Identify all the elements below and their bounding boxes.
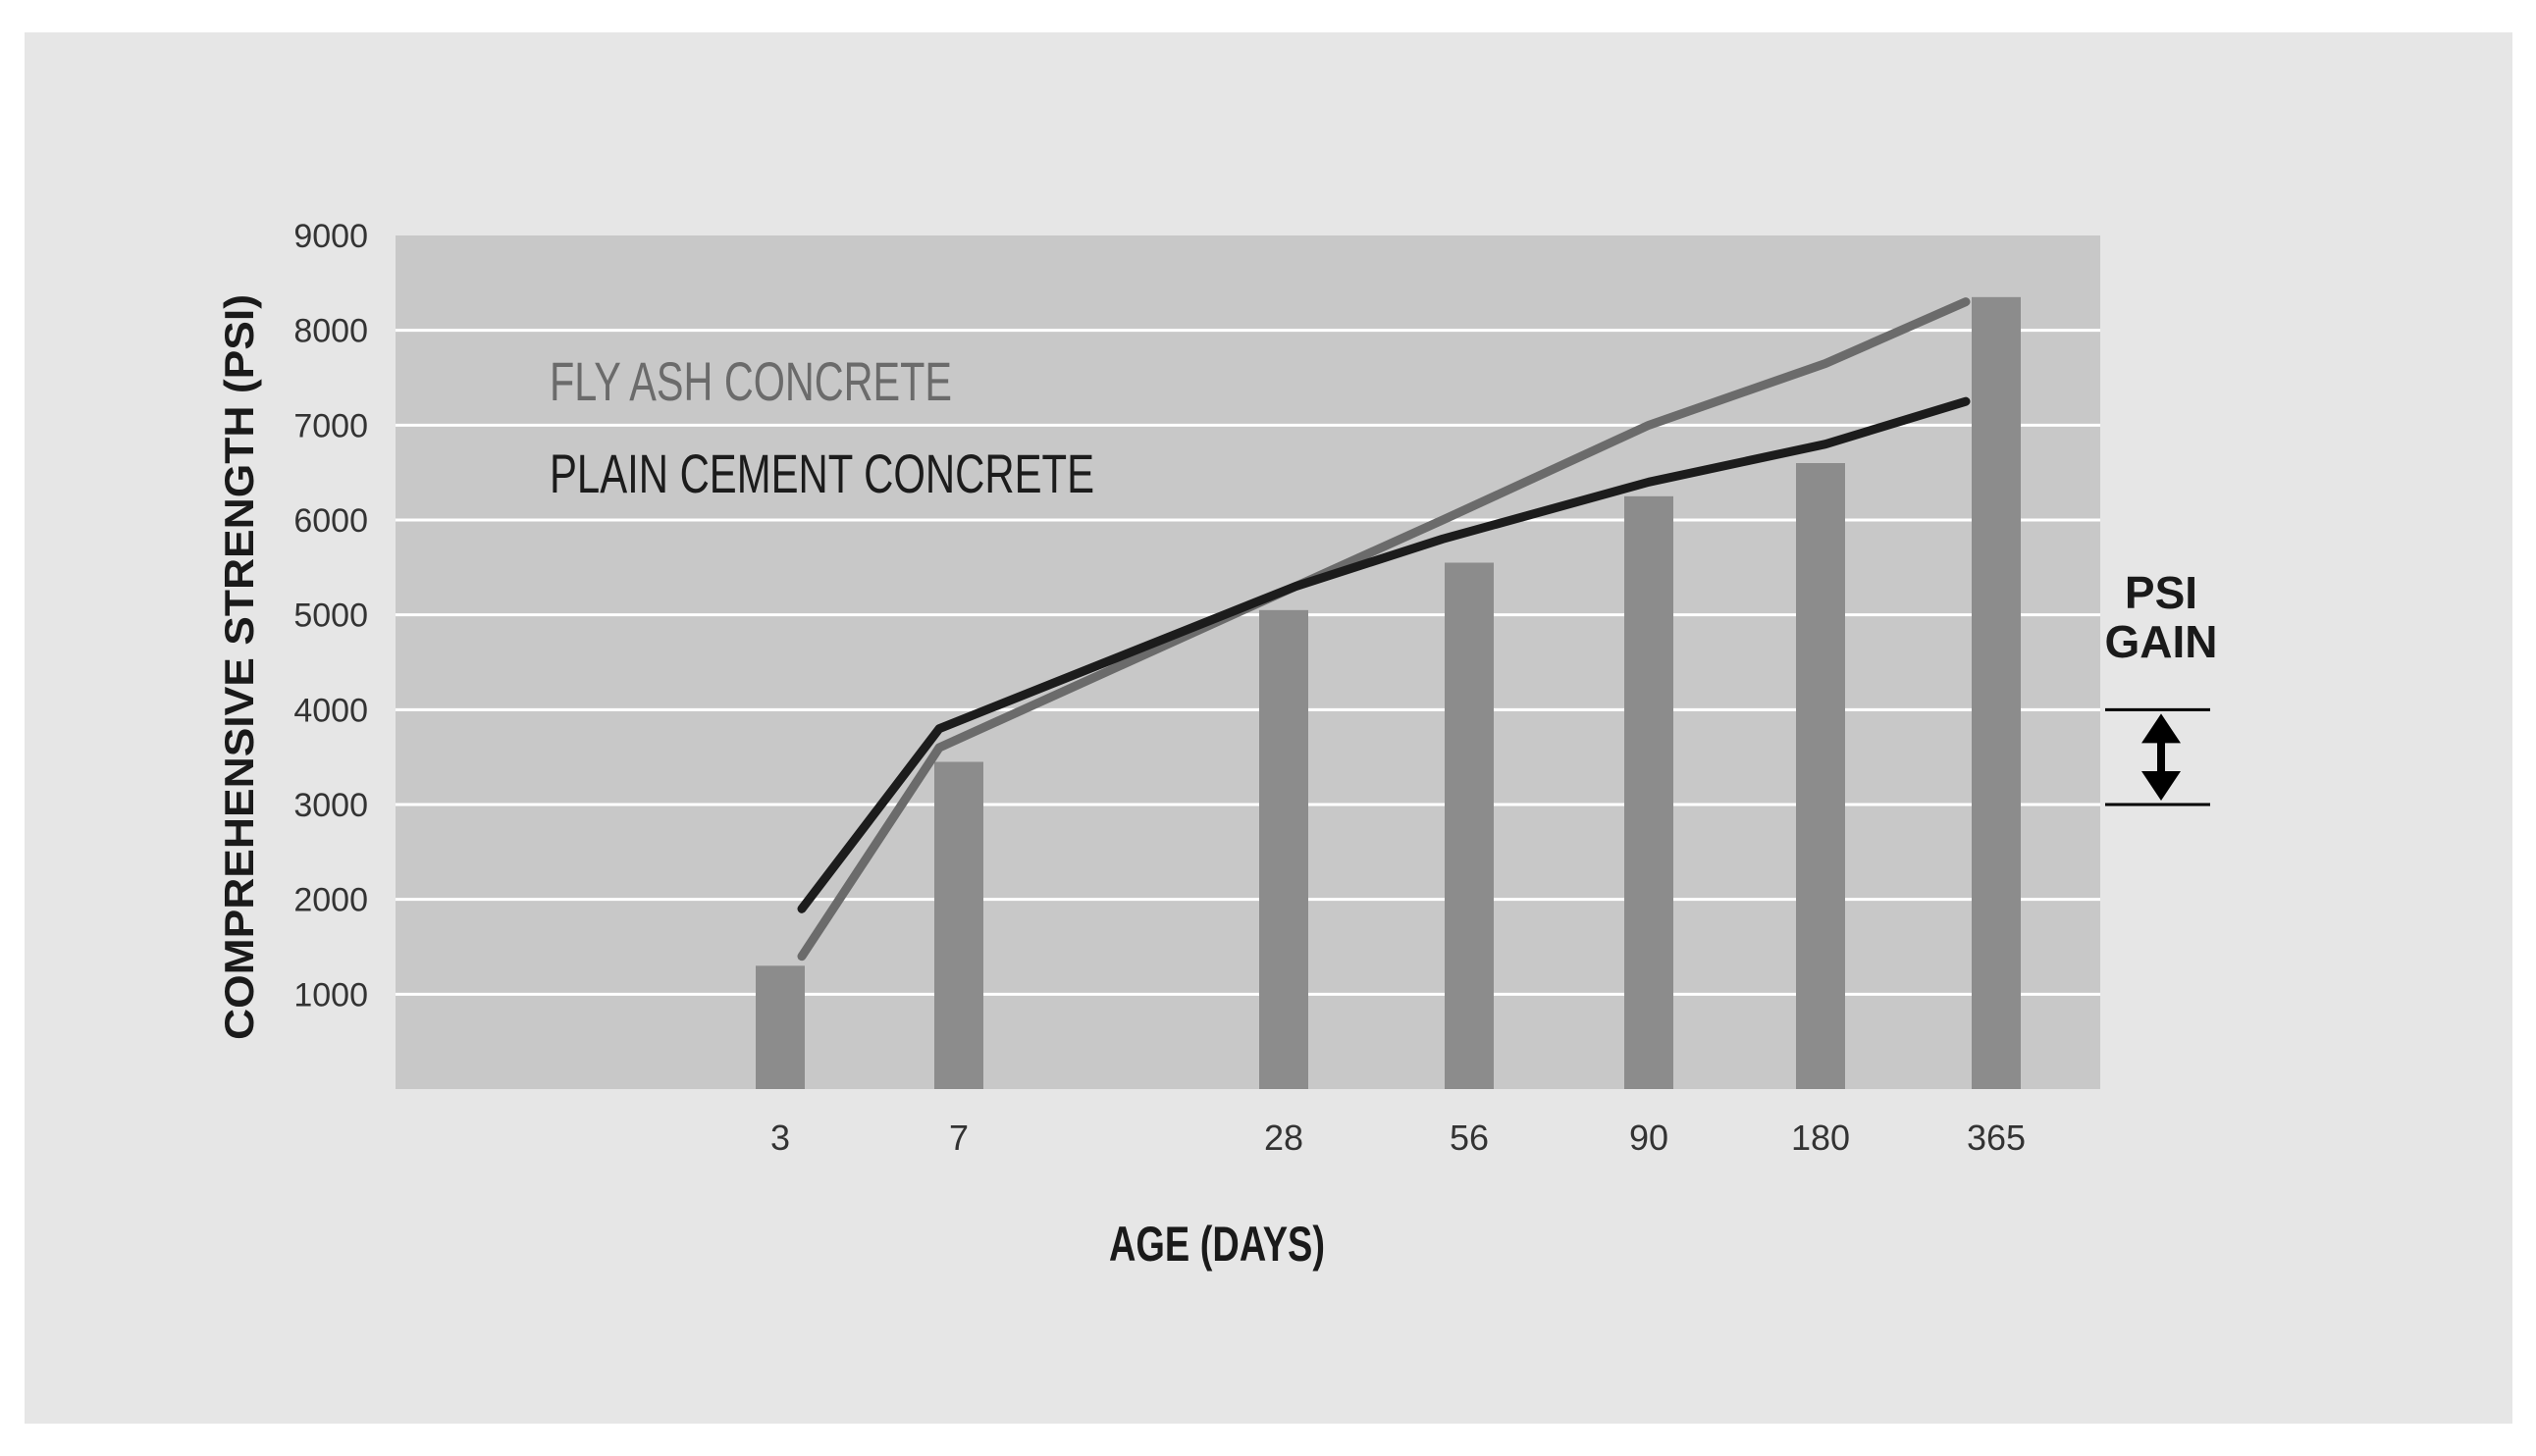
x-tick-label: 7 [949,1118,969,1158]
legend-fly-ash-label: FLY ASH CONCRETE [550,350,952,412]
y-tick-label: 5000 [293,598,368,635]
y-tick-label: 4000 [293,692,368,729]
series-line-plain-cement [797,396,1971,913]
x-tick-label: 3 [770,1118,790,1158]
gain-arrow-down-head [2141,771,2181,801]
y-tick-label: 1000 [293,976,368,1014]
psi-gain-label-line2: GAIN [2105,616,2218,667]
y-axis-title: COMPREHENSIVE STRENGTH (PSI) [216,294,262,1040]
y-tick-label: 6000 [293,502,368,540]
y-tick-labels: 1000 2000 3000 4000 5000 6000 7000 8000 9000 [293,218,368,1014]
gain-arrow-up-head [2141,713,2181,744]
y-tick-label: 2000 [293,882,368,919]
y-tick-label: 9000 [293,218,368,255]
series-line-fly-ash [797,297,1971,962]
x-tick-label: 28 [1264,1118,1303,1158]
x-tick-labels: 3 7 28 56 90 180 365 [770,1118,2026,1158]
psi-gain-label-line1: PSI [2125,567,2197,618]
y-tick-label: 8000 [293,313,368,350]
bars [756,296,2021,1089]
bar [756,965,805,1089]
x-tick-label: 180 [1791,1118,1850,1158]
series-lines [797,297,1971,962]
bar [934,761,983,1089]
bar [1972,296,2021,1089]
x-axis-title: AGE (DAYS) [1109,1217,1325,1272]
bar [1624,495,1673,1089]
y-tick-label: 3000 [293,787,368,824]
y-tick-label: 7000 [293,407,368,444]
x-tick-label: 56 [1450,1118,1489,1158]
x-tick-label: 90 [1629,1118,1668,1158]
x-tick-label: 365 [1967,1118,2026,1158]
bar [1445,562,1494,1089]
bar [1796,463,1845,1089]
psi-gain-annotation: PSI GAIN [2105,567,2218,806]
bar [1259,609,1308,1089]
legend-plain-cement-label: PLAIN CEMENT CONCRETE [550,442,1094,504]
